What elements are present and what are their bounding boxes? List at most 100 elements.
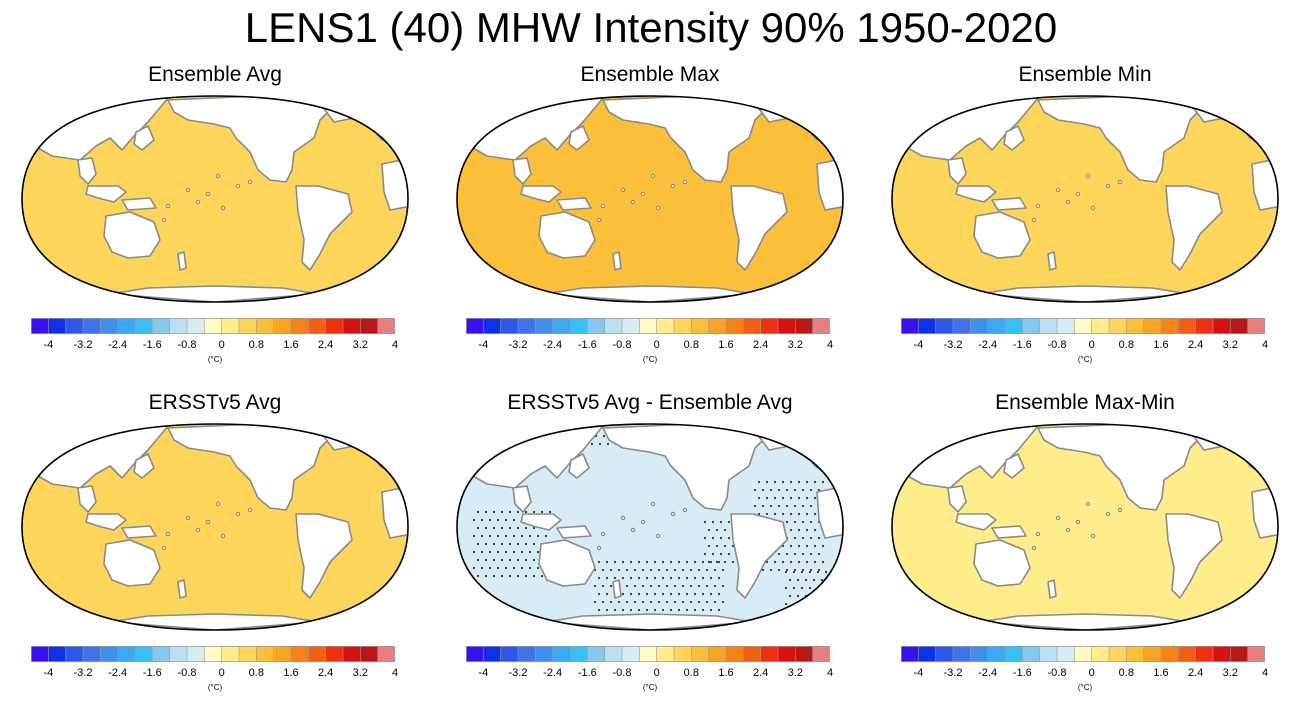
island bbox=[1085, 173, 1091, 179]
stipple-dot bbox=[789, 560, 793, 564]
stipple-dot bbox=[693, 576, 697, 580]
stipple-dot bbox=[673, 600, 677, 604]
colorbar-swatch bbox=[1195, 646, 1214, 662]
colorbar-swatch bbox=[777, 318, 796, 334]
stipple-dot bbox=[508, 542, 512, 546]
stipple-dot bbox=[488, 534, 492, 538]
colorbar-swatch bbox=[377, 646, 395, 662]
colorbar-tick-label: 0 bbox=[218, 339, 225, 351]
stipple-dot bbox=[717, 592, 721, 596]
colorbar-tick-label: -0.8 bbox=[177, 339, 197, 351]
stipple-dot bbox=[765, 480, 769, 484]
colorbar-swatch bbox=[725, 646, 744, 662]
stipple-dot bbox=[508, 510, 512, 514]
island bbox=[1035, 531, 1041, 537]
stipple-dot bbox=[613, 576, 617, 580]
stipple-dot bbox=[669, 576, 673, 580]
landmass-nam bbox=[602, 424, 772, 511]
island bbox=[247, 507, 253, 513]
island bbox=[235, 183, 241, 189]
stipple-dot bbox=[813, 512, 817, 516]
colorbar-swatch bbox=[1091, 646, 1110, 662]
stipple-dot bbox=[629, 560, 633, 564]
stipple-dot bbox=[789, 512, 793, 516]
panel-ensemble-avg: Ensemble Avg -4 -3.2 -2.4 -1.6 -0.8 0 0.8 1.6 2.… bbox=[10, 62, 420, 382]
island bbox=[596, 217, 602, 223]
stipple-dot bbox=[711, 552, 715, 556]
stipple-dot bbox=[717, 560, 721, 564]
stipple-dot bbox=[717, 576, 721, 580]
stipple-dot bbox=[532, 542, 536, 546]
colorbar-tick-labels: -4 -3.2 -2.4 -1.6 -0.8 0 0.8 1.6 2.4 3.2 4 bbox=[31, 666, 398, 682]
stipple-dot bbox=[820, 578, 824, 582]
colorbar-swatch bbox=[604, 646, 623, 662]
colorbar-tick-label: -4 bbox=[43, 339, 54, 351]
stipple-dot bbox=[705, 584, 709, 588]
colorbar-tick-label: 4 bbox=[826, 339, 834, 351]
stipple-dot bbox=[653, 560, 657, 564]
stipple-dot bbox=[476, 558, 480, 562]
island bbox=[220, 533, 226, 539]
island bbox=[165, 531, 171, 537]
stipple-dot bbox=[480, 566, 484, 570]
stipple-dot bbox=[707, 528, 711, 532]
stipple-dot bbox=[476, 542, 480, 546]
stipple-dot bbox=[785, 504, 789, 508]
island bbox=[1031, 217, 1037, 223]
stipple-dot bbox=[472, 566, 476, 570]
colorbar-swatch bbox=[795, 646, 814, 662]
colorbar-tick-label: -2.4 bbox=[543, 339, 563, 351]
stipple-dot bbox=[797, 496, 801, 500]
colorbar-swatch bbox=[812, 646, 830, 662]
colorbar-swatch bbox=[1247, 318, 1265, 334]
island bbox=[600, 531, 606, 537]
stipple-dot bbox=[693, 592, 697, 596]
stipple-dot bbox=[793, 568, 797, 572]
stipple-dot bbox=[800, 586, 804, 590]
stipple-dot bbox=[685, 608, 689, 612]
stipple-dot bbox=[777, 504, 781, 508]
colorbar-swatch bbox=[100, 318, 119, 334]
stipple-dot bbox=[480, 550, 484, 554]
stipple-dot bbox=[713, 600, 717, 604]
stipple-dot bbox=[593, 584, 597, 588]
stipple-dot bbox=[828, 610, 832, 614]
colorbar-swatch bbox=[639, 646, 658, 662]
stipple-dot bbox=[633, 568, 637, 572]
stipple-dot bbox=[476, 526, 480, 530]
stipple-dot bbox=[817, 536, 821, 540]
colorbar-swatch bbox=[1230, 318, 1249, 334]
stipple-dot bbox=[789, 544, 793, 548]
island bbox=[1055, 187, 1061, 193]
stipple-dot bbox=[621, 608, 625, 612]
island bbox=[195, 527, 201, 533]
colorbar-tick-label: 0 bbox=[218, 667, 225, 679]
colorbar bbox=[901, 318, 1265, 334]
stipple-dot bbox=[805, 544, 809, 548]
landmass-antarctica bbox=[544, 613, 754, 630]
landmass-sam bbox=[1165, 513, 1223, 599]
island bbox=[1117, 179, 1123, 185]
colorbar-swatch bbox=[935, 318, 954, 334]
stipple-dot bbox=[516, 574, 520, 578]
ocean-field bbox=[22, 96, 408, 302]
stipple-dot bbox=[761, 488, 765, 492]
stipple-dot bbox=[657, 568, 661, 572]
stipple-dot bbox=[661, 592, 665, 596]
landmass-indochina bbox=[512, 157, 532, 185]
stipple-dot bbox=[641, 568, 645, 572]
map-outline bbox=[456, 95, 844, 303]
stipple-dot bbox=[809, 552, 813, 556]
landmass-indochina bbox=[77, 157, 97, 185]
stipple-dot bbox=[828, 594, 832, 598]
stipple-dot bbox=[705, 568, 709, 572]
colorbar-tick-label: 3.2 bbox=[352, 339, 368, 351]
stipple-dot bbox=[757, 496, 761, 500]
landmass-newguinea bbox=[991, 525, 1027, 539]
colorbar-tick-label: -0.8 bbox=[612, 339, 632, 351]
stipple-dot bbox=[617, 600, 621, 604]
landmass-sam bbox=[1165, 185, 1223, 271]
island bbox=[670, 511, 676, 517]
ocean-field bbox=[892, 96, 1278, 302]
colorbar-tick-labels: -4 -3.2 -2.4 -1.6 -0.8 0 0.8 1.6 2.4 3.2 4 bbox=[31, 338, 398, 354]
